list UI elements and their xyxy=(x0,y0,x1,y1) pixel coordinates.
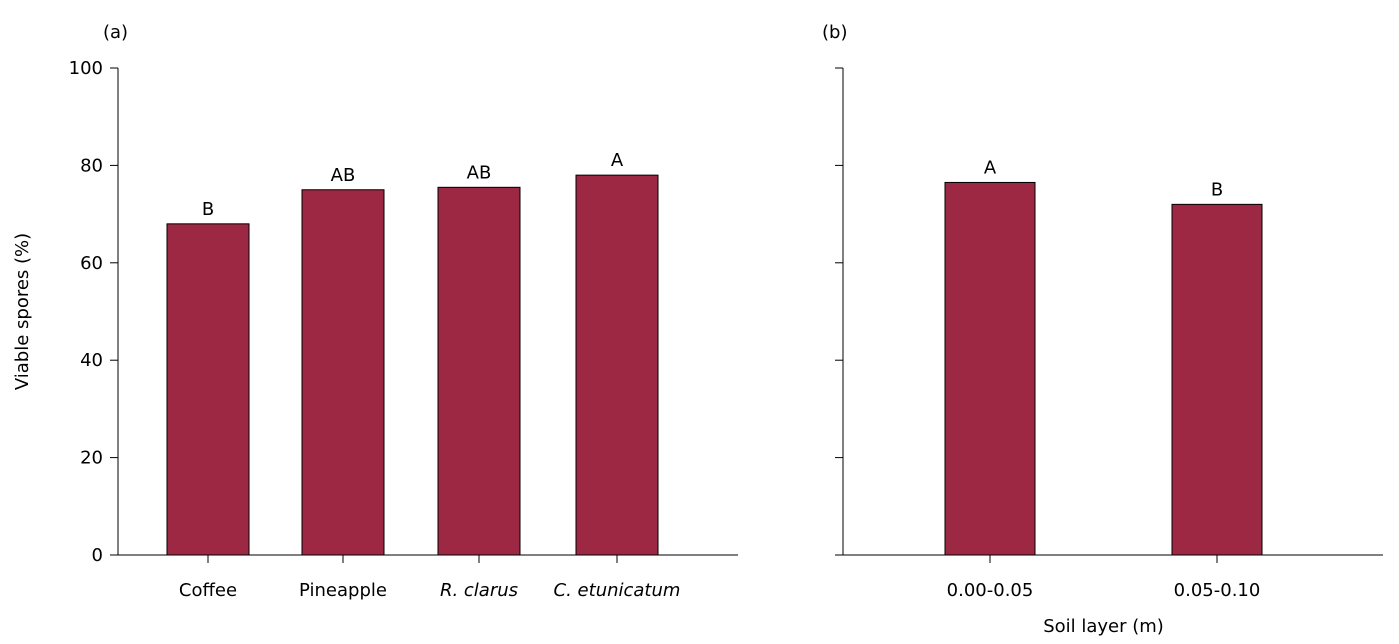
category-label-a-3: C. etunicatum xyxy=(554,580,681,601)
y-axis-title-a: Viable spores (%) xyxy=(12,233,33,390)
panel-label-a: (a) xyxy=(103,22,128,43)
significance-label-b-0: A xyxy=(984,157,997,178)
y-tick-label-a-0: 0 xyxy=(92,545,103,566)
y-tick-label-a-80: 80 xyxy=(80,155,103,176)
significance-label-a-1: AB xyxy=(331,165,356,186)
bar-a-2 xyxy=(437,186,521,556)
x-axis-title-b: Soil layer (m) xyxy=(1043,616,1164,637)
bar-b-0 xyxy=(944,181,1036,556)
panel-a: (a) 0 20 40 60 80 100 Coffee B Pineapple AB R. clar… xyxy=(12,22,738,601)
y-tick-label-a-100: 100 xyxy=(69,58,103,79)
bar-a-3 xyxy=(575,174,659,556)
bar-a-1 xyxy=(301,189,385,556)
significance-label-a-2: AB xyxy=(467,162,492,183)
significance-label-b-1: B xyxy=(1211,179,1223,200)
panel-label-b: (b) xyxy=(822,22,847,43)
bar-b-1 xyxy=(1171,203,1263,556)
category-label-a-0: Coffee xyxy=(179,580,237,601)
y-tick-label-a-60: 60 xyxy=(80,253,103,274)
category-label-a-1: Pineapple xyxy=(299,580,387,601)
y-tick-label-a-20: 20 xyxy=(80,448,103,469)
significance-label-a-3: A xyxy=(611,150,624,171)
significance-label-a-0: B xyxy=(202,199,214,220)
category-label-b-1: 0.05-0.10 xyxy=(1174,580,1261,601)
panel-b: (b) 0.00-0.05 A 0.05-0.10 B Soil layer (m) xyxy=(822,22,1383,637)
bar-a-0 xyxy=(166,223,250,556)
category-label-b-0: 0.00-0.05 xyxy=(947,580,1034,601)
category-label-a-2: R. clarus xyxy=(440,580,518,601)
y-tick-label-a-40: 40 xyxy=(80,350,103,371)
